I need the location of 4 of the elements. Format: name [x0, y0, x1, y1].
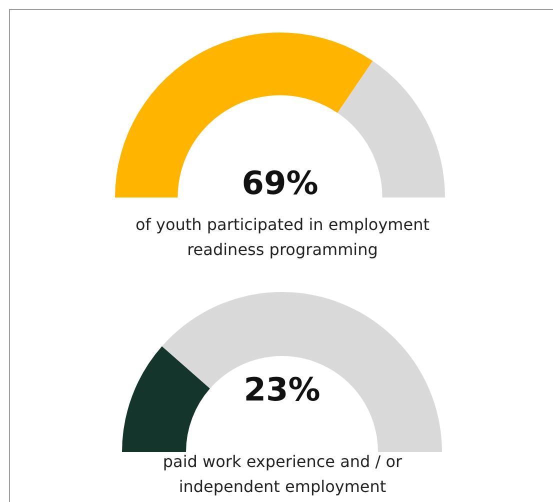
text: 23% — [244, 370, 320, 408]
text: of youth participated in employment readiness programming — [134, 214, 431, 261]
text: 69% — [242, 164, 318, 202]
text: paid work experience and / or independent employment — [162, 451, 404, 498]
